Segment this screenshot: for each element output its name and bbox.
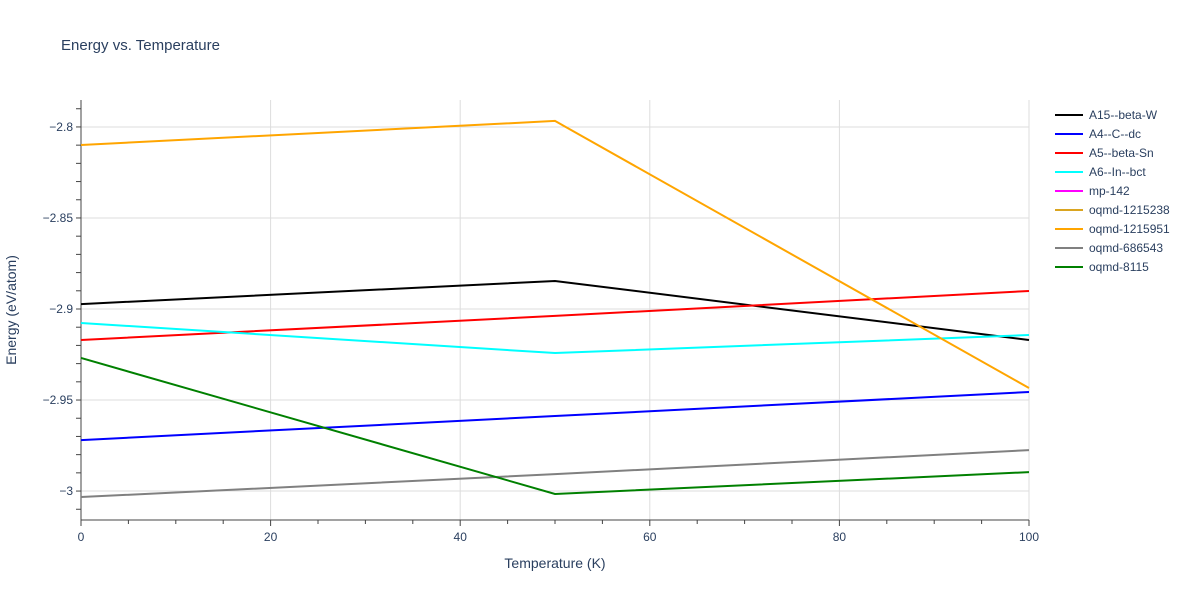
x-tick-label: 100 — [1019, 530, 1039, 544]
x-tick-label: 0 — [78, 530, 85, 544]
legend-label: A5--beta-Sn — [1089, 146, 1154, 160]
x-tick-label: 20 — [264, 530, 278, 544]
legend-label: mp-142 — [1089, 184, 1130, 198]
series-line-oqmd-686543 — [80, 449, 1030, 499]
y-tick-label: −2.9 — [49, 302, 73, 316]
legend-label: oqmd-1215238 — [1089, 203, 1170, 217]
legend-label: oqmd-686543 — [1089, 241, 1163, 255]
legend-label: oqmd-1215951 — [1089, 222, 1170, 236]
series-line-oqmd-1215951 — [80, 119, 1030, 389]
y-axis-label: Energy (eV/atom) — [3, 255, 19, 365]
y-tick-label: −2.85 — [43, 211, 74, 225]
chart-title: Energy vs. Temperature — [61, 37, 220, 54]
x-tick-label: 80 — [833, 530, 847, 544]
series-line-oqmd-8115 — [80, 357, 1030, 495]
y-tick-label: −3 — [59, 484, 73, 498]
legend-label: A4--C--dc — [1089, 127, 1141, 141]
series-line-A6--In--bct — [80, 322, 1030, 355]
legend-label: A6--In--bct — [1089, 165, 1146, 179]
series-line-A4--C--dc — [80, 391, 1030, 442]
series-line-A15--beta-W — [80, 279, 1030, 341]
y-tick-label: −2.95 — [43, 393, 74, 407]
y-tick-label: −2.8 — [49, 120, 73, 134]
x-axis-label: Temperature (K) — [504, 555, 605, 571]
x-tick-label: 40 — [454, 530, 468, 544]
legend-label: oqmd-8115 — [1089, 260, 1149, 274]
x-tick-label: 60 — [643, 530, 657, 544]
legend-label: A15--beta-W — [1089, 108, 1158, 122]
